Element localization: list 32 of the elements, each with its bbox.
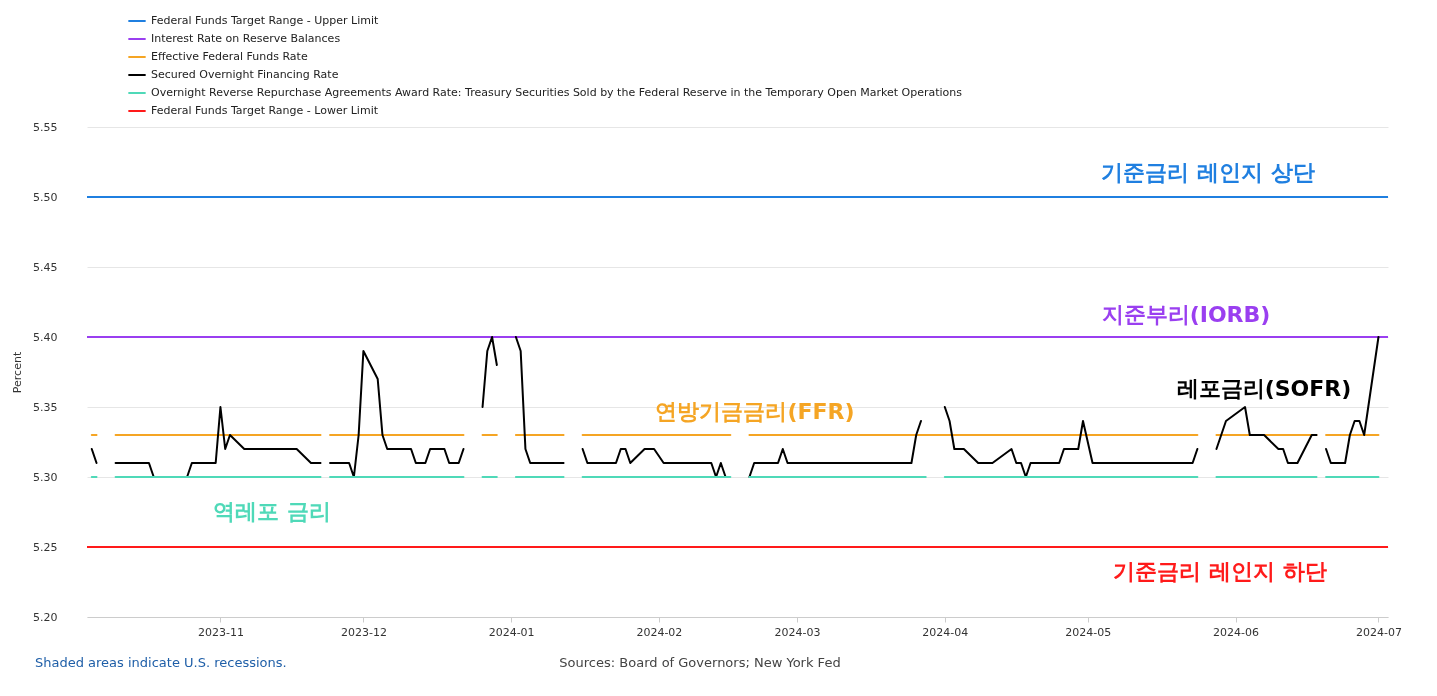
x-tick-label: 2023-12 bbox=[340, 625, 387, 639]
x-tick-label: 2024-01 bbox=[488, 625, 535, 639]
annotation: 레포금리(SOFR) bbox=[1176, 375, 1352, 403]
y-tick-label: 5.35 bbox=[33, 400, 58, 414]
x-tick-label: 2024-06 bbox=[1213, 625, 1259, 639]
legend-label: Federal Funds Target Range - Upper Limit bbox=[151, 14, 380, 27]
annotation: 연방기금금리(FFR) bbox=[655, 398, 855, 426]
y-tick-label: 5.25 bbox=[33, 540, 58, 554]
annotation: 기준금리 레인지 상단 bbox=[1101, 159, 1315, 187]
x-tick-label: 2024-05 bbox=[1065, 625, 1112, 639]
x-tick-label: 2024-04 bbox=[922, 625, 969, 639]
annotation: 기준금리 레인지 하단 bbox=[1113, 558, 1327, 586]
legend-label: Secured Overnight Financing Rate bbox=[151, 68, 339, 81]
x-tick-label: 2024-02 bbox=[636, 625, 683, 639]
x-tick-label: 2023-11 bbox=[197, 625, 244, 639]
x-tick-label: 2024-03 bbox=[774, 625, 821, 639]
legend-label: Interest Rate on Reserve Balances bbox=[151, 32, 341, 45]
y-tick-label: 5.50 bbox=[33, 190, 58, 204]
y-tick-label: 5.20 bbox=[33, 610, 58, 624]
y-tick-label: 5.30 bbox=[33, 470, 58, 484]
y-tick-label: 5.55 bbox=[33, 120, 58, 134]
source-note: Sources: Board of Governors; New York Fed bbox=[559, 655, 841, 670]
x-tick-label: 2024-07 bbox=[1355, 625, 1402, 639]
legend-label: Federal Funds Target Range - Lower Limit bbox=[151, 104, 379, 117]
legend-label: Overnight Reverse Repurchase Agreements Award Rate: Treasury Securities Sold by the Federal Reserve in the Temporary Open Market Operations bbox=[151, 86, 963, 99]
y-axis-title: Percent bbox=[11, 351, 25, 394]
annotation: 역레포 금리 bbox=[213, 498, 331, 526]
annotation: 지준부리(IORB) bbox=[1101, 301, 1271, 329]
y-tick-label: 5.45 bbox=[33, 260, 58, 274]
y-tick-label: 5.40 bbox=[33, 330, 58, 344]
legend-label: Effective Federal Funds Rate bbox=[151, 50, 308, 63]
text: Shaded areas indicate U.S. recessions. bbox=[35, 655, 287, 670]
